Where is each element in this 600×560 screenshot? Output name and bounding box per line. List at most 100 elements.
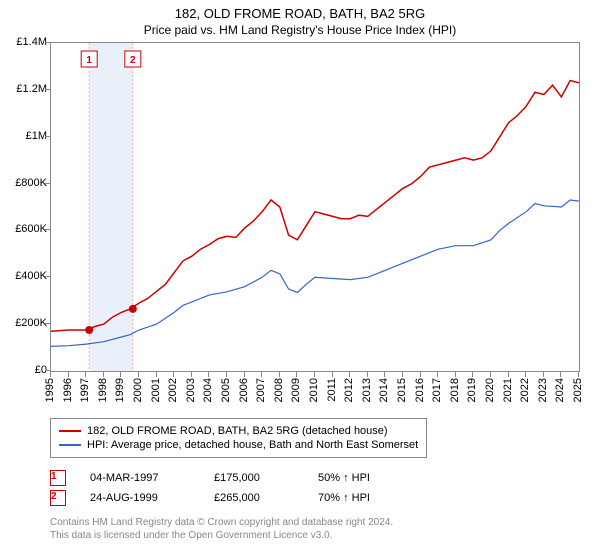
sale-price-2: £265,000 <box>214 492 294 504</box>
xtick-mark <box>226 372 227 377</box>
ytick-label: £1M <box>3 130 47 142</box>
xtick-mark <box>578 372 579 377</box>
ytick-mark <box>45 89 50 90</box>
xtick-label: 2016 <box>414 378 426 402</box>
ytick-mark <box>45 183 50 184</box>
xtick-mark <box>437 372 438 377</box>
ytick-label: £1.4M <box>3 36 47 48</box>
xtick-mark <box>191 372 192 377</box>
xtick-label: 2002 <box>167 378 179 402</box>
legend-label-2: HPI: Average price, detached house, Bath… <box>87 439 418 451</box>
xtick-label: 2012 <box>343 378 355 402</box>
ytick-mark <box>45 136 50 137</box>
xtick-mark <box>455 372 456 377</box>
xtick-mark <box>332 372 333 377</box>
sale-pct-2: 70% ↑ HPI <box>318 492 408 504</box>
sale-pct-1: 50% ↑ HPI <box>318 472 408 484</box>
xtick-mark <box>543 372 544 377</box>
xtick-mark <box>560 372 561 377</box>
ytick-label: £600K <box>3 223 47 235</box>
xtick-label: 2011 <box>326 378 338 402</box>
xtick-label: 2000 <box>132 378 144 402</box>
xtick-label: 2014 <box>378 378 390 402</box>
xtick-label: 1998 <box>97 378 109 402</box>
ytick-mark <box>45 323 50 324</box>
ytick-mark <box>45 276 50 277</box>
xtick-label: 2024 <box>554 378 566 402</box>
xtick-mark <box>367 372 368 377</box>
legend-label-1: 182, OLD FROME ROAD, BATH, BA2 5RG (deta… <box>87 425 388 437</box>
xtick-label: 2001 <box>150 378 162 402</box>
sales-table: 1 04-MAR-1997 £175,000 50% ↑ HPI 2 24-AU… <box>50 466 408 510</box>
ytick-mark <box>45 42 50 43</box>
sale-date-1: 04-MAR-1997 <box>90 472 190 484</box>
xtick-mark <box>120 372 121 377</box>
ytick-label: £1.2M <box>3 83 47 95</box>
ytick-label: £800K <box>3 177 47 189</box>
svg-text:1: 1 <box>86 55 92 66</box>
xtick-label: 1996 <box>62 378 74 402</box>
xtick-mark <box>314 372 315 377</box>
xtick-mark <box>50 372 51 377</box>
ytick-mark <box>45 370 50 371</box>
xtick-label: 2013 <box>361 378 373 402</box>
xtick-mark <box>244 372 245 377</box>
xtick-label: 2010 <box>308 378 320 402</box>
ytick-label: £200K <box>3 317 47 329</box>
xtick-label: 1997 <box>79 378 91 402</box>
xtick-label: 1999 <box>114 378 126 402</box>
xtick-label: 2017 <box>431 378 443 402</box>
legend: 182, OLD FROME ROAD, BATH, BA2 5RG (deta… <box>50 418 427 458</box>
xtick-label: 2023 <box>537 378 549 402</box>
xtick-mark <box>384 372 385 377</box>
xtick-mark <box>261 372 262 377</box>
xtick-mark <box>296 372 297 377</box>
legend-row-series-1: 182, OLD FROME ROAD, BATH, BA2 5RG (deta… <box>59 425 418 437</box>
xtick-mark <box>208 372 209 377</box>
xtick-label: 2009 <box>290 378 302 402</box>
xtick-mark <box>138 372 139 377</box>
xtick-mark <box>508 372 509 377</box>
xtick-label: 2018 <box>449 378 461 402</box>
xtick-label: 2015 <box>396 378 408 402</box>
sale-row-1: 1 04-MAR-1997 £175,000 50% ↑ HPI <box>50 470 408 486</box>
xtick-label: 2020 <box>484 378 496 402</box>
legend-swatch-1 <box>59 430 81 432</box>
legend-swatch-2 <box>59 444 81 446</box>
chart-container: 182, OLD FROME ROAD, BATH, BA2 5RG Price… <box>0 0 600 560</box>
ytick-mark <box>45 229 50 230</box>
sale-price-1: £175,000 <box>214 472 294 484</box>
sale-marker-2-num: 2 <box>51 491 57 502</box>
xtick-label: 2003 <box>185 378 197 402</box>
xtick-mark <box>279 372 280 377</box>
legend-row-series-2: HPI: Average price, detached house, Bath… <box>59 439 418 451</box>
xtick-mark <box>68 372 69 377</box>
xtick-mark <box>472 372 473 377</box>
ytick-label: £0 <box>3 364 47 376</box>
title-main: 182, OLD FROME ROAD, BATH, BA2 5RG <box>0 6 600 21</box>
chart-svg: 12 <box>51 43 579 371</box>
xtick-mark <box>173 372 174 377</box>
svg-text:2: 2 <box>130 55 136 66</box>
ytick-label: £400K <box>3 270 47 282</box>
sale-marker-2: 2 <box>50 490 66 506</box>
xtick-mark <box>85 372 86 377</box>
plot-area: 12 <box>50 42 580 372</box>
footer-line-2: This data is licensed under the Open Gov… <box>50 529 393 542</box>
xtick-mark <box>525 372 526 377</box>
xtick-mark <box>490 372 491 377</box>
xtick-label: 2006 <box>238 378 250 402</box>
xtick-label: 1995 <box>44 378 56 402</box>
xtick-mark <box>103 372 104 377</box>
xtick-mark <box>420 372 421 377</box>
xtick-mark <box>349 372 350 377</box>
sale-marker-1-num: 1 <box>51 471 57 482</box>
title-sub: Price paid vs. HM Land Registry's House … <box>0 23 600 37</box>
footer-line-1: Contains HM Land Registry data © Crown c… <box>50 516 393 529</box>
footer: Contains HM Land Registry data © Crown c… <box>50 516 393 542</box>
xtick-mark <box>156 372 157 377</box>
title-block: 182, OLD FROME ROAD, BATH, BA2 5RG Price… <box>0 0 600 37</box>
xtick-label: 2019 <box>466 378 478 402</box>
sale-marker-1: 1 <box>50 470 66 486</box>
xtick-label: 2025 <box>572 378 584 402</box>
